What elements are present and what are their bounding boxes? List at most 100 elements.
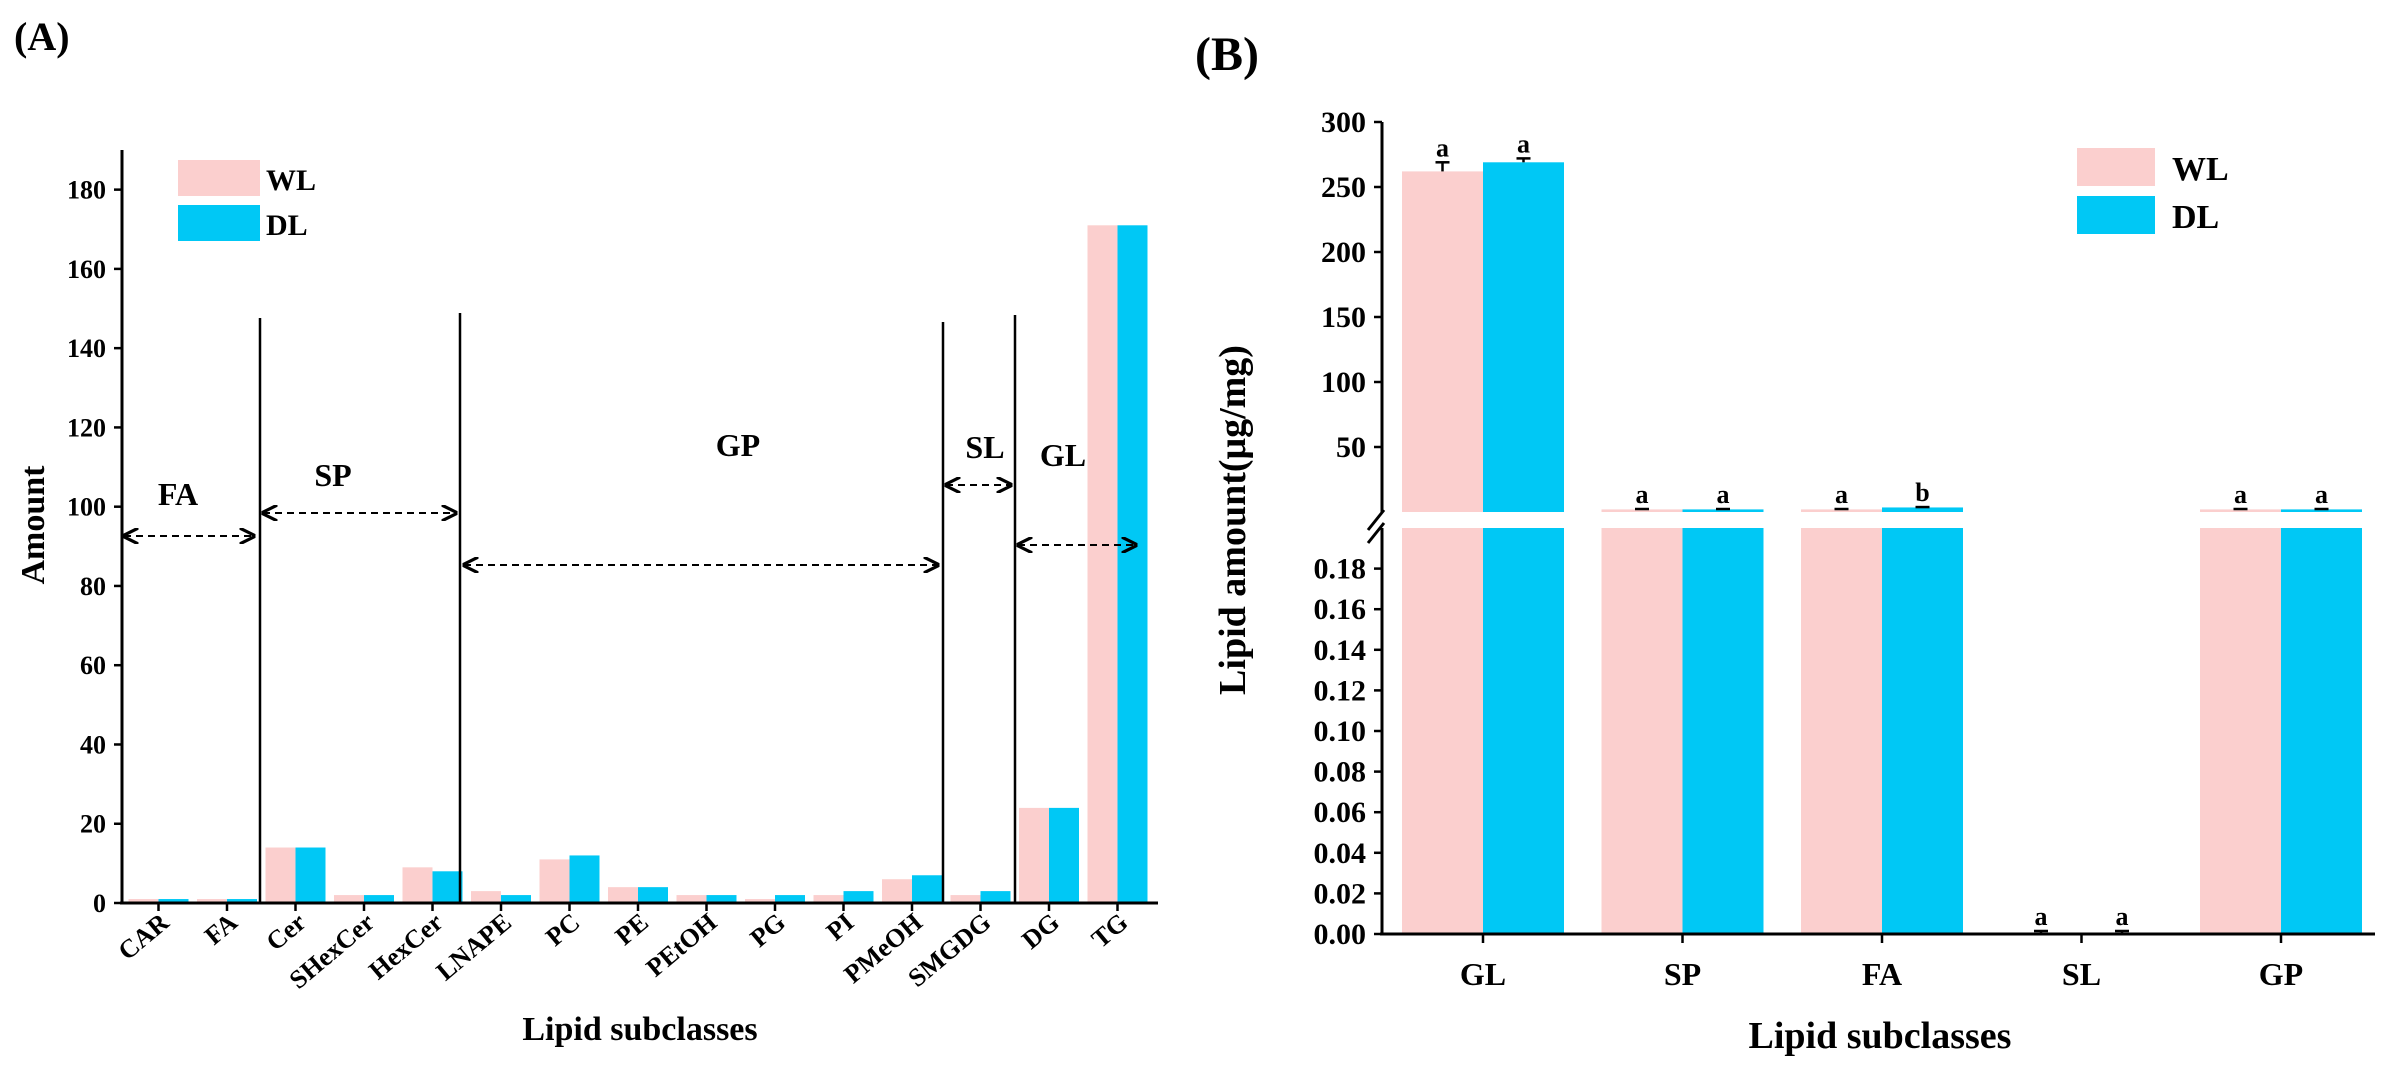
y-tick-label: 0.00: [1314, 918, 1367, 951]
y-tick-label: 200: [1321, 236, 1366, 269]
y-tick-label: 0: [93, 889, 106, 918]
group-label-gl: GL: [1040, 437, 1086, 473]
legend-swatch-dl: [2077, 196, 2155, 234]
bar-wl-dg: [1019, 807, 1049, 903]
bar-wl-hexcer: [402, 867, 433, 903]
bar-dl-dg: [1049, 807, 1079, 903]
bar-dl-petoh: [706, 895, 737, 903]
significance-letter: a: [1517, 129, 1530, 158]
panel-b-label: (B): [1195, 28, 1259, 81]
bar-dl-sp: [1682, 528, 1764, 934]
panel-a-y-label: Amount: [15, 465, 52, 585]
x-tick-label: SL: [2062, 956, 2101, 992]
bar-wl-petoh: [676, 895, 707, 903]
bar-wl-lnape: [471, 891, 501, 903]
bar-wl-pc: [539, 859, 570, 903]
y-tick-label: 150: [1321, 301, 1366, 334]
x-tick-label: PE: [610, 907, 654, 951]
bar-dl-pmeoh: [912, 875, 942, 903]
bar-wl-smgdg: [950, 895, 981, 903]
bar-wl-gl: [1402, 528, 1483, 934]
significance-letter: a: [1835, 480, 1848, 509]
significance-letter: a: [2234, 480, 2247, 509]
y-tick-label: 0.08: [1314, 756, 1367, 789]
bar-wl-sp: [1601, 509, 1683, 512]
axis-break-gap: [1380, 513, 2375, 526]
y-tick-label: 250: [1321, 171, 1366, 204]
bar-wl-car: [128, 899, 159, 903]
x-tick-label: CAR: [113, 907, 175, 966]
significance-letter: a: [1436, 133, 1449, 162]
y-tick-label: 0.06: [1314, 796, 1367, 829]
bar-wl-sp: [1601, 528, 1683, 934]
bar-dl-gl: [1483, 528, 1564, 934]
bar-dl-car: [158, 899, 189, 903]
y-tick-label: 40: [80, 730, 106, 759]
bar-dl-pc: [569, 855, 600, 903]
x-tick-label: PI: [821, 907, 860, 946]
y-tick-label: 0.14: [1314, 634, 1367, 667]
x-tick-label: TG: [1086, 907, 1133, 953]
panel-b-x-label: Lipid subclasses: [1749, 1015, 2012, 1057]
axis-break-mark: [1366, 509, 1386, 531]
legend-swatch-wl: [178, 160, 260, 196]
legend-swatch-wl: [2077, 148, 2155, 186]
bar-dl-fa: [1882, 528, 1963, 934]
y-tick-label: 0.12: [1314, 674, 1367, 707]
y-tick-label: 50: [1336, 431, 1366, 464]
group-label-gp: GP: [716, 427, 760, 463]
legend-label-wl: WL: [266, 164, 316, 197]
panel-b-bars: [1402, 162, 2362, 934]
x-tick-label: GP: [2259, 956, 2303, 992]
significance-letter: a: [1717, 480, 1730, 509]
bar-wl-shexcer: [334, 895, 364, 903]
panel-b-annotations: a a a a a b a a a a: [1435, 129, 2329, 933]
y-tick-label: 140: [67, 334, 106, 363]
bar-wl-tg: [1087, 225, 1118, 904]
legend-label-dl: DL: [266, 209, 308, 242]
x-tick-label: PEtOH: [641, 907, 723, 982]
y-tick-label: 100: [1321, 366, 1366, 399]
bar-dl-gl: [1483, 162, 1564, 513]
bar-wl-cer: [265, 847, 296, 903]
bar-dl-fa: [227, 899, 257, 903]
y-tick-label: 20: [80, 810, 106, 839]
significance-letter: a: [2315, 480, 2328, 509]
y-tick-label: 0.16: [1314, 593, 1367, 626]
bar-wl-gp: [2200, 509, 2281, 512]
significance-letter: a: [2035, 902, 2048, 931]
y-tick-label: 300: [1321, 106, 1366, 139]
bar-wl-gl: [1402, 171, 1483, 512]
bar-dl-tg: [1117, 225, 1148, 904]
bar-wl-fa: [1801, 528, 1882, 934]
bar-dl-pi: [843, 891, 874, 903]
panel-a-bars: [128, 225, 1148, 904]
panel-b: (B) 0.00 0.02 0.04 0.06 0.08 0.10 0.12 0.14 0.16…: [1195, 28, 2375, 1057]
y-tick-label: 80: [80, 572, 106, 601]
legend-label-wl: WL: [2172, 151, 2229, 188]
bar-wl-pmeoh: [882, 879, 912, 903]
axis-break-mark: [1366, 522, 1386, 544]
x-tick-label: HexCer: [363, 907, 448, 985]
group-label-sp: SP: [314, 457, 351, 493]
y-tick-label: 100: [67, 493, 106, 522]
x-tick-label: PG: [745, 907, 791, 952]
bar-dl-smgdg: [980, 891, 1011, 903]
panel-b-y-ticks: 0.00 0.02 0.04 0.06 0.08 0.10 0.12 0.14 0.16 0.18…: [1314, 106, 1382, 951]
x-tick-label: GL: [1460, 956, 1506, 992]
bar-dl-gp: [2281, 509, 2362, 512]
bar-wl-fa: [197, 899, 227, 903]
panel-b-x-ticks: GL SP FA SL GP: [1460, 934, 2303, 992]
bar-wl-pi: [813, 895, 844, 903]
bar-wl-pg: [745, 899, 775, 903]
legend-label-dl: DL: [2172, 199, 2219, 236]
bar-dl-hexcer: [432, 871, 463, 903]
bar-wl-fa: [1801, 509, 1882, 512]
y-tick-label: 60: [80, 651, 106, 680]
y-tick-label: 0.18: [1314, 553, 1367, 586]
bar-dl-pg: [775, 895, 805, 903]
x-tick-label: PC: [540, 907, 585, 952]
bar-dl-gp: [2281, 528, 2362, 934]
